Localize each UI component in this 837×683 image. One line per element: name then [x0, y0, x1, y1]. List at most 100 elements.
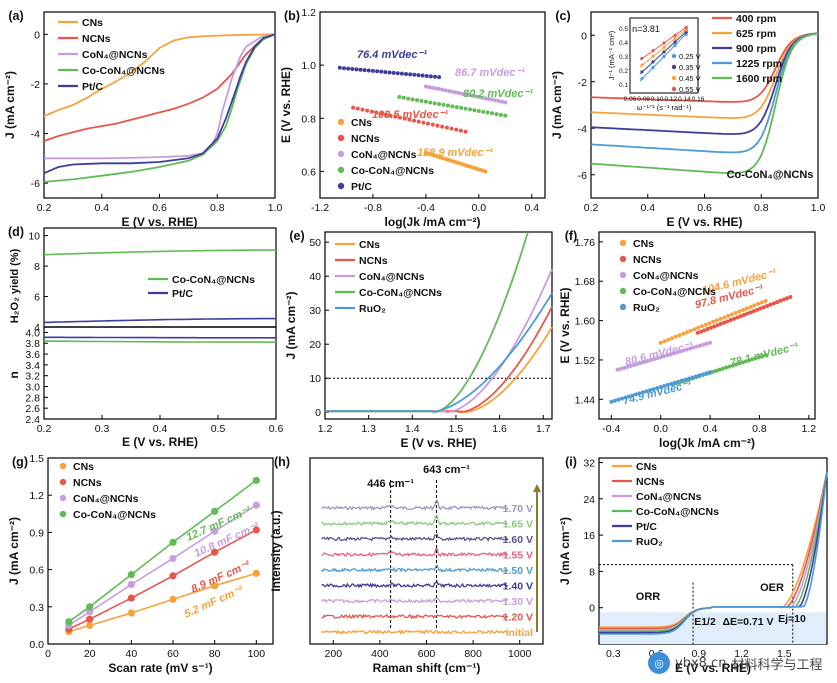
- data-point: [644, 389, 649, 394]
- watermark-site: ybx8.cn: [675, 655, 727, 671]
- data-point: [702, 328, 707, 333]
- data-point: [681, 348, 686, 353]
- data-point: [655, 386, 660, 391]
- series-line: [44, 340, 276, 343]
- data-point: [370, 68, 375, 73]
- plot-frame: [47, 457, 274, 645]
- data-point: [369, 109, 374, 114]
- data-point: [626, 394, 631, 399]
- legend-entry: NCNs: [73, 477, 102, 489]
- data-point: [490, 111, 495, 116]
- data-point: [65, 618, 73, 626]
- data-point: [616, 397, 621, 402]
- data-point: [705, 327, 710, 332]
- annotation: E1/2: [694, 616, 716, 628]
- data-point: [728, 318, 733, 323]
- inset-legend-marker: [671, 53, 677, 59]
- data-point: [684, 330, 689, 335]
- series-line: [43, 33, 276, 142]
- data-point: [481, 109, 486, 114]
- panel-label: (i): [565, 455, 577, 469]
- y-tick-label: 1.44: [575, 394, 596, 406]
- data-point: [722, 315, 727, 320]
- data-point: [419, 98, 424, 103]
- legend-entry: CNs: [73, 461, 94, 473]
- data-point: [678, 349, 683, 354]
- data-point: [496, 99, 501, 104]
- data-point: [463, 129, 468, 134]
- data-point: [169, 554, 177, 563]
- panel-f: -0.4 0.0 0.4 0.8 1.2 1.44 1.52 1.60 1.68 1.76 log(…: [558, 229, 816, 450]
- slope-label: 76.4 mVdec⁻¹: [357, 49, 427, 61]
- y-tick-label: 0.6: [301, 166, 316, 178]
- legend-entry: Co-CoN₄@NCNs: [73, 509, 156, 521]
- data-point: [447, 89, 452, 94]
- data-point: [648, 388, 653, 393]
- data-point: [748, 310, 753, 315]
- y-tick-label: 30: [309, 305, 321, 317]
- data-point: [658, 340, 663, 345]
- plot-frame: [43, 11, 276, 199]
- panel-label: (f): [565, 229, 578, 243]
- inset-point: [662, 54, 666, 59]
- inset-point: [662, 41, 666, 45]
- data-point: [665, 382, 670, 387]
- data-point: [490, 97, 495, 102]
- y-tick-label: 50: [309, 237, 321, 249]
- y-axis-label: J (mA cm⁻²): [7, 517, 21, 585]
- x-axis-label: log(Jk /mA cm⁻²): [385, 215, 481, 229]
- y-tick-label: 3.8: [25, 338, 40, 350]
- data-point: [750, 357, 755, 362]
- legend-entry: NCNs: [82, 33, 111, 45]
- data-point: [421, 120, 426, 125]
- x-tick-label: 1.5: [777, 648, 792, 660]
- legend-entry: Pt/C: [172, 288, 193, 300]
- legend-marker: [337, 118, 345, 126]
- watermark: ◎ ybx8.cn 材料科学与工程: [648, 648, 833, 678]
- legend-entry: Co-CoN₄@NCNs: [359, 287, 442, 299]
- series-line: [43, 249, 276, 256]
- y-tick-label: 10: [309, 373, 321, 385]
- data-point: [723, 365, 728, 370]
- y-tick-label: 6: [34, 292, 40, 304]
- data-point: [420, 73, 425, 78]
- x-tick-label: 0.4: [703, 423, 718, 435]
- legend-marker: [619, 271, 627, 279]
- series-line: [321, 629, 509, 636]
- data-point: [432, 74, 437, 79]
- series-line: [321, 613, 509, 620]
- panel-label: (d): [8, 225, 24, 239]
- x-tick-label: 0.8: [752, 423, 767, 435]
- x-tick-label: -1.2: [311, 202, 329, 214]
- data-point: [169, 572, 177, 580]
- data-point: [445, 103, 450, 108]
- data-point: [788, 294, 793, 299]
- inset-y-tick: 0.1: [619, 82, 628, 89]
- data-point: [701, 372, 706, 377]
- inset-point: [673, 37, 677, 41]
- x-tick-label: 1.2: [734, 648, 749, 660]
- series-line: [321, 547, 509, 558]
- data-point: [673, 334, 678, 339]
- x-tick-label: 0.3: [95, 423, 110, 435]
- data-point: [692, 327, 697, 332]
- data-point: [401, 95, 406, 100]
- panel-label: (b): [284, 9, 300, 23]
- legend-entry: NCNs: [351, 133, 380, 145]
- data-point: [737, 361, 742, 366]
- slope-label: 158.9 mVdec⁻¹: [417, 147, 493, 159]
- data-point: [433, 86, 438, 91]
- data-point: [691, 345, 696, 350]
- inset-x-label: ω⁻¹ᐟ² (s⁻¹ rad⁻¹): [637, 103, 692, 112]
- data-point: [483, 169, 488, 174]
- x-tick-label: 0.4: [153, 423, 168, 435]
- inset-point: [662, 50, 666, 54]
- data-point: [752, 303, 757, 308]
- data-point: [252, 569, 260, 577]
- data-point: [694, 344, 699, 349]
- data-point: [358, 67, 363, 72]
- data-point: [778, 298, 783, 303]
- inset-point: [640, 56, 644, 60]
- x-tick-label: 0.2: [37, 423, 52, 435]
- series-line: [43, 317, 276, 324]
